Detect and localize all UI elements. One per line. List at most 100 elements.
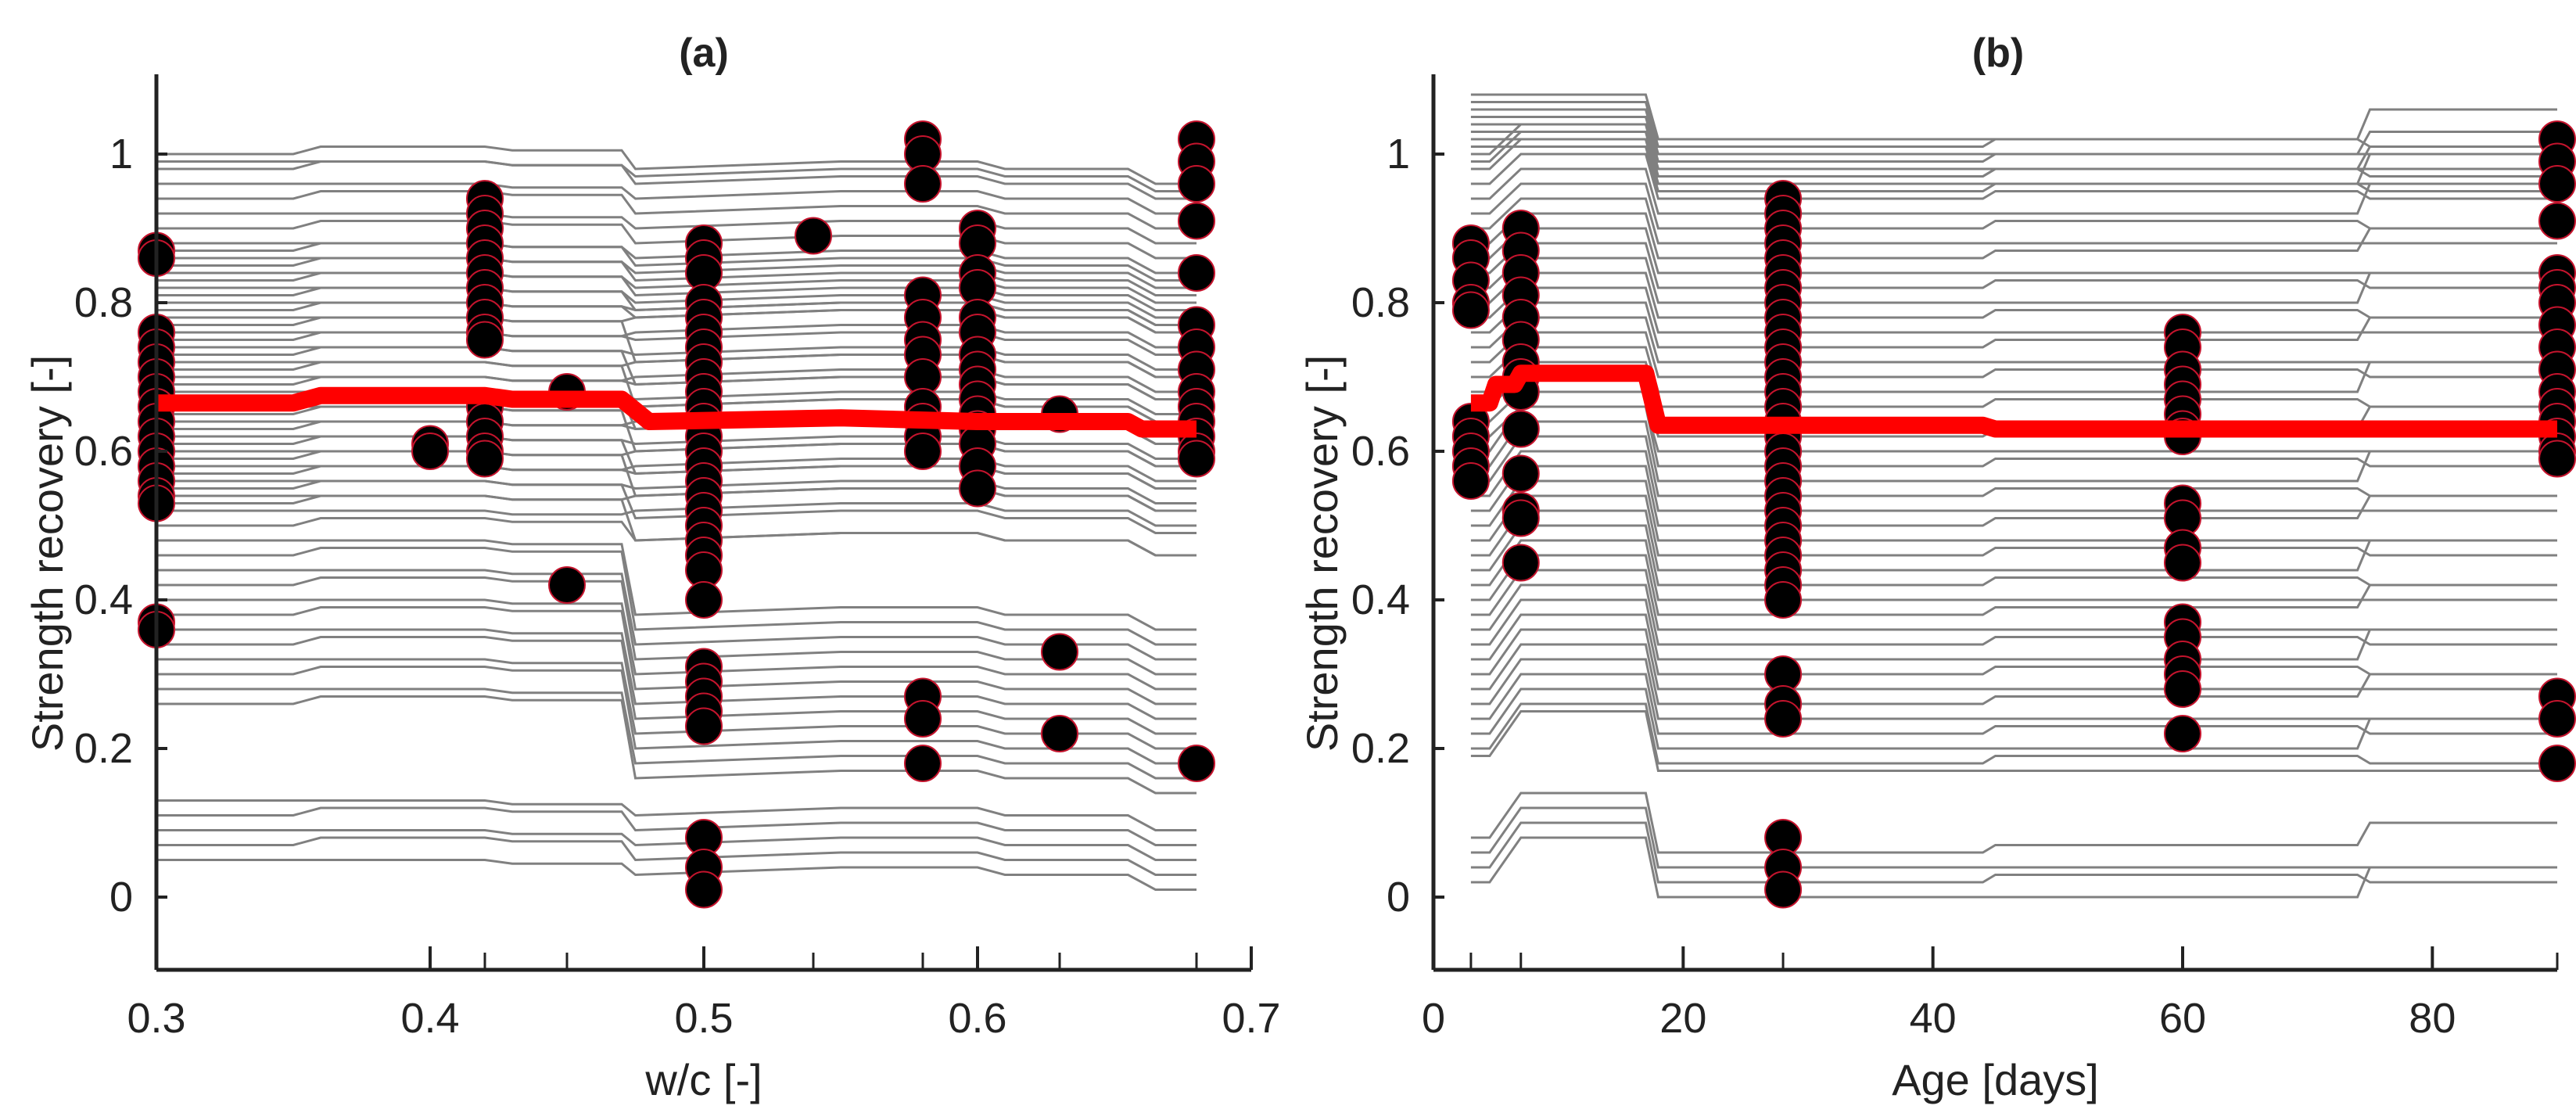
panel-b: 0 0.2 0.4 0.6 0.8 1 0 20 40 60 80 (b) Age [days] Stre… <box>1297 31 2576 1104</box>
background-line <box>1470 710 2557 772</box>
data-point <box>959 469 996 508</box>
y-tick-label: 0.4 <box>1351 576 1410 623</box>
y-tick-label: 1 <box>1387 131 1410 178</box>
data-point <box>1764 700 1803 738</box>
background-line <box>156 687 1197 780</box>
background-line <box>156 636 1197 735</box>
background-line <box>1470 821 2557 884</box>
background-line <box>1470 93 2557 141</box>
x-tick-label: 0.4 <box>400 995 459 1042</box>
data-point <box>1041 715 1078 752</box>
background-line <box>1470 123 2557 171</box>
background-line <box>156 257 1197 296</box>
background-line <box>156 331 1197 356</box>
y-tick-label: 0.8 <box>1351 279 1410 326</box>
y-tick-label: 0.2 <box>1351 725 1410 772</box>
data-point <box>1178 745 1215 782</box>
background-line <box>1470 792 2557 854</box>
background-line <box>156 458 1197 483</box>
data-point <box>1501 454 1540 493</box>
data-point <box>2538 700 2576 738</box>
background-line <box>156 443 1197 468</box>
background-line <box>156 160 1197 192</box>
background-line <box>156 606 1197 705</box>
background-line <box>1470 524 2557 587</box>
background-line <box>156 324 1197 349</box>
background-line <box>156 576 1197 676</box>
scatter-points <box>138 120 1215 909</box>
background-line <box>1470 643 2557 705</box>
background-line <box>156 190 1197 230</box>
background-line <box>156 829 1197 861</box>
data-point <box>1451 462 1490 500</box>
background-line <box>156 465 1197 490</box>
data-point <box>1501 410 1540 448</box>
x-tick-label: 0.7 <box>1222 995 1280 1042</box>
scatter-points <box>1451 120 2576 909</box>
background-line <box>156 547 1197 646</box>
background-line <box>156 539 1197 631</box>
background-line <box>1470 509 2557 572</box>
data-point <box>2538 202 2576 240</box>
data-point <box>685 871 723 909</box>
data-point <box>904 745 942 782</box>
y-tick-label: 1 <box>109 131 133 178</box>
y-axis-label: Strength recovery [-] <box>23 355 72 752</box>
data-point <box>795 217 832 255</box>
y-tick-label: 0.6 <box>1351 428 1410 475</box>
background-line <box>1470 569 2557 631</box>
background-line <box>156 346 1197 371</box>
background-lines <box>156 145 1197 891</box>
background-line <box>156 479 1197 504</box>
background-line <box>156 666 1197 765</box>
data-point <box>685 581 723 619</box>
background-line <box>1470 658 2557 720</box>
background-lines <box>1470 93 2557 899</box>
panel-a: 0 0.2 0.4 0.6 0.8 1 0.3 0.4 0.5 0.6 0.7 (a) w/c [-] S… <box>23 31 1281 1104</box>
background-line <box>156 487 1197 512</box>
background-line <box>156 598 1197 691</box>
background-line <box>156 658 1197 750</box>
background-line <box>156 309 1197 334</box>
y-tick-label: 0.4 <box>74 576 133 623</box>
background-line <box>1470 116 2557 163</box>
background-line <box>1470 138 2557 185</box>
y-tick-label: 0 <box>109 874 133 921</box>
data-point <box>1764 871 1803 909</box>
data-point <box>1501 544 1540 582</box>
background-line <box>1470 131 2557 178</box>
background-line <box>156 354 1197 379</box>
x-axis-label: w/c [-] <box>644 1055 762 1104</box>
background-line <box>1470 583 2557 646</box>
x-tick-label: 0.3 <box>127 995 185 1042</box>
data-point <box>2538 745 2576 782</box>
y-tick-label: 0.6 <box>74 428 133 475</box>
background-line <box>156 160 1197 200</box>
x-tick-label: 0 <box>1422 995 1445 1042</box>
background-line <box>156 301 1197 326</box>
background-line <box>156 494 1197 557</box>
background-line <box>156 242 1197 282</box>
background-line <box>1470 554 2557 616</box>
x-tick-label: 60 <box>2159 995 2206 1042</box>
data-point <box>1178 165 1215 203</box>
data-point <box>904 700 942 738</box>
data-point <box>2538 440 2576 478</box>
data-point <box>548 566 586 604</box>
background-line <box>156 271 1197 311</box>
background-line <box>1470 628 2557 691</box>
background-line <box>156 806 1197 846</box>
background-line <box>156 212 1197 245</box>
background-line <box>1470 108 2557 156</box>
background-line <box>1470 598 2557 661</box>
data-point <box>1178 440 1215 478</box>
background-line <box>1470 673 2557 735</box>
data-point <box>2538 165 2576 203</box>
background-line <box>156 435 1197 460</box>
background-line <box>1470 687 2557 750</box>
x-tick-label: 0.6 <box>948 995 1006 1042</box>
background-line <box>156 628 1197 720</box>
background-line <box>1470 806 2557 869</box>
x-tick-label: 80 <box>2409 995 2456 1042</box>
x-tick-label: 0.5 <box>674 995 733 1042</box>
